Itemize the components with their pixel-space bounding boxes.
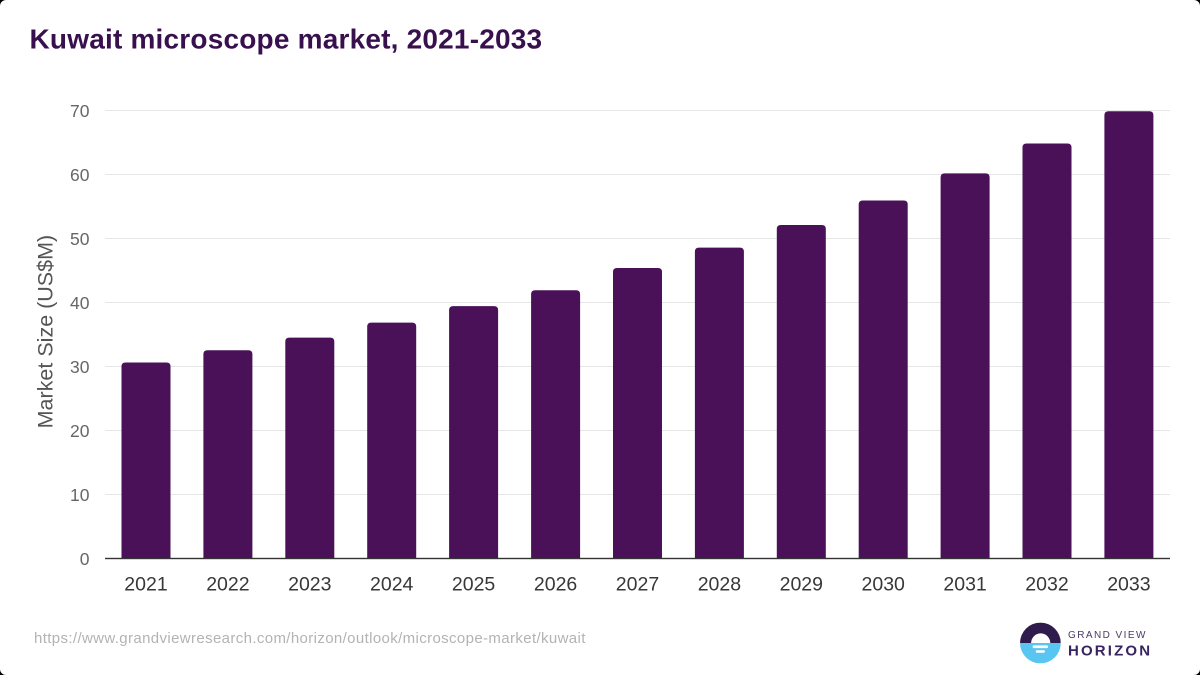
svg-text:2022: 2022 <box>206 574 249 596</box>
svg-text:2025: 2025 <box>452 574 496 596</box>
svg-text:2031: 2031 <box>943 574 986 596</box>
svg-text:HORIZON: HORIZON <box>1068 642 1152 659</box>
svg-text:30: 30 <box>70 357 90 377</box>
svg-text:10: 10 <box>70 485 90 505</box>
svg-text:50: 50 <box>70 229 90 249</box>
svg-text:2026: 2026 <box>534 574 577 596</box>
svg-text:0: 0 <box>80 549 90 569</box>
svg-text:2030: 2030 <box>862 574 906 596</box>
svg-text:Market Size (US$M): Market Size (US$M) <box>33 235 57 429</box>
svg-text:40: 40 <box>70 293 90 313</box>
svg-text:70: 70 <box>70 101 90 121</box>
svg-text:2028: 2028 <box>698 574 741 596</box>
svg-text:2029: 2029 <box>780 574 823 596</box>
svg-text:https://www.grandviewresearch.: https://www.grandviewresearch.com/horizo… <box>34 630 586 647</box>
svg-text:GRAND VIEW: GRAND VIEW <box>1068 630 1147 641</box>
svg-text:Kuwait microscope market, 2021: Kuwait microscope market, 2021-2033 <box>30 24 543 55</box>
svg-text:60: 60 <box>70 165 90 185</box>
svg-text:20: 20 <box>70 421 90 441</box>
svg-text:2024: 2024 <box>370 574 414 596</box>
svg-text:2032: 2032 <box>1025 574 1068 596</box>
svg-text:2033: 2033 <box>1107 574 1150 596</box>
svg-text:2027: 2027 <box>616 574 659 596</box>
svg-text:2023: 2023 <box>288 574 331 596</box>
svg-text:2021: 2021 <box>124 574 167 596</box>
